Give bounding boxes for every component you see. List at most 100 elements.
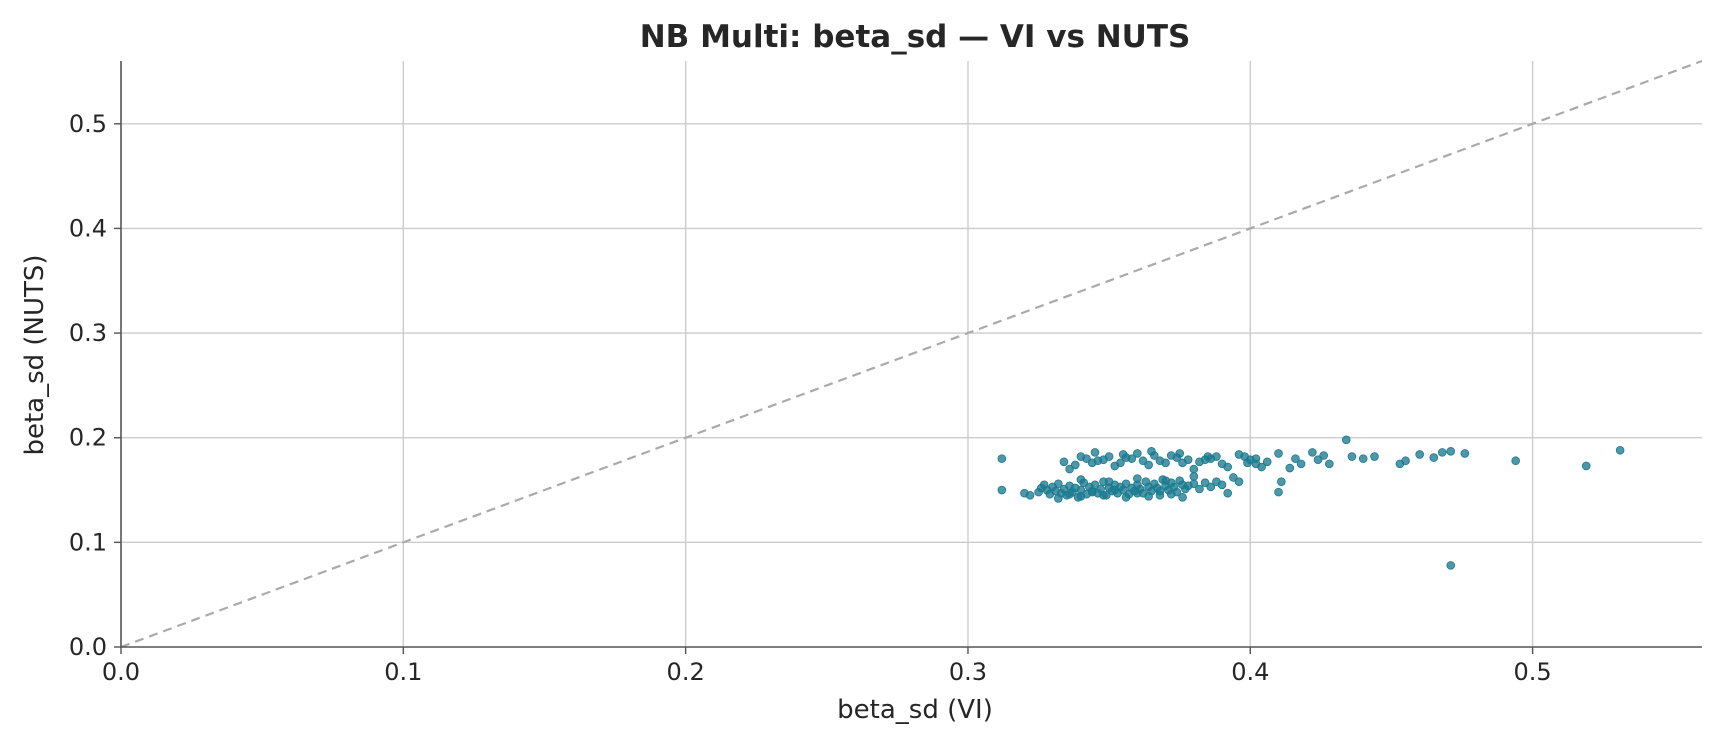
data-point (1206, 482, 1216, 492)
data-point (1251, 454, 1261, 463)
data-point (1203, 452, 1213, 461)
data-point (1189, 472, 1199, 481)
chart-title: NB Multi: beta_sd — VI vs NUTS (640, 19, 1191, 55)
data-point (1138, 456, 1148, 466)
data-point (1401, 456, 1410, 466)
data-point (1121, 479, 1131, 489)
data-point (1446, 561, 1456, 570)
data-point (1076, 492, 1086, 501)
data-point (1460, 449, 1470, 458)
data-point (1415, 450, 1424, 459)
data-point (1200, 478, 1210, 488)
data-point (1581, 461, 1591, 471)
x-tick-label: 0.1 (384, 658, 422, 686)
data-point (1347, 452, 1357, 461)
data-point (1090, 448, 1100, 457)
data-point (1090, 480, 1100, 490)
data-point (1437, 448, 1447, 457)
data-point (1175, 449, 1185, 458)
grid (121, 61, 1702, 647)
y-tick-label: 0.1 (69, 528, 107, 556)
data-point (1155, 486, 1165, 496)
data-point (1243, 458, 1252, 468)
x-tick-label: 0.2 (667, 658, 705, 686)
data-point (1065, 489, 1074, 499)
data-point (1234, 477, 1244, 486)
data-point (1285, 463, 1295, 473)
data-point (1178, 493, 1187, 502)
data-point (1065, 464, 1074, 474)
data-point (1025, 490, 1035, 500)
data-point (1166, 451, 1176, 460)
data-point (1296, 459, 1306, 469)
data-point (1212, 452, 1221, 461)
data-point (997, 485, 1007, 495)
x-tick-label: 0.3 (949, 658, 987, 686)
data-point (1147, 447, 1156, 456)
data-point (1223, 488, 1232, 498)
y-tick-label: 0.5 (69, 110, 107, 138)
data-point (1070, 460, 1080, 470)
data-point (1133, 488, 1142, 498)
y-tick-label: 0.2 (69, 424, 107, 452)
data-point (1195, 484, 1204, 494)
x-tick-label: 0.0 (102, 658, 140, 686)
data-point (1341, 435, 1351, 445)
data-point (1319, 451, 1328, 460)
data-point (1087, 458, 1097, 468)
data-point (1104, 477, 1114, 486)
x-tick-label: 0.4 (1231, 658, 1269, 686)
data-point (1358, 454, 1368, 463)
data-point (1291, 454, 1300, 463)
data-point (1054, 494, 1063, 503)
data-point (1429, 453, 1439, 462)
data-point (1262, 457, 1272, 467)
data-point (1118, 450, 1128, 459)
data-point (1099, 455, 1108, 464)
data-point (1087, 487, 1097, 497)
data-point (1059, 457, 1069, 467)
x-axis-label: beta_sd (VI) (837, 695, 993, 725)
data-points (997, 435, 1625, 570)
y-tick-label: 0.3 (69, 319, 107, 347)
data-point (1110, 461, 1120, 471)
data-point (1446, 447, 1456, 456)
data-point (1615, 445, 1625, 455)
data-point (1133, 449, 1142, 458)
data-point (1223, 462, 1232, 472)
data-point (1133, 474, 1142, 483)
data-point (1229, 473, 1238, 482)
data-point (1308, 448, 1317, 457)
data-point (1277, 477, 1286, 486)
y-tick-label: 0.0 (69, 633, 107, 661)
data-point (1274, 449, 1283, 458)
data-point (1178, 458, 1187, 468)
data-point (1274, 487, 1283, 497)
data-point (1370, 452, 1379, 461)
data-point (1217, 480, 1227, 490)
data-point (1313, 455, 1323, 464)
y-tick-label: 0.4 (69, 214, 107, 242)
data-point (997, 454, 1007, 463)
data-point (1511, 456, 1520, 466)
data-point (1076, 452, 1086, 461)
data-point (1144, 492, 1153, 501)
data-point (1161, 476, 1170, 485)
y-axis-ticks: 0.0 0.1 0.2 0.3 0.4 0.5 (69, 110, 121, 661)
x-tick-label: 0.5 (1514, 658, 1552, 686)
data-point (1110, 485, 1120, 495)
data-point (1054, 479, 1063, 489)
x-axis-ticks: 0.0 0.1 0.2 0.3 0.4 0.5 (102, 647, 1552, 686)
data-point (1121, 493, 1131, 502)
data-point (1189, 464, 1199, 474)
data-point (1076, 475, 1086, 484)
data-point (1166, 489, 1176, 499)
data-point (1155, 456, 1165, 466)
y-axis-label: beta_sd (NUTS) (20, 254, 50, 455)
data-point (1234, 450, 1244, 459)
data-point (1257, 462, 1266, 472)
identity-reference-line (120, 59, 1703, 649)
data-point (1325, 459, 1334, 469)
data-point (1144, 460, 1153, 470)
